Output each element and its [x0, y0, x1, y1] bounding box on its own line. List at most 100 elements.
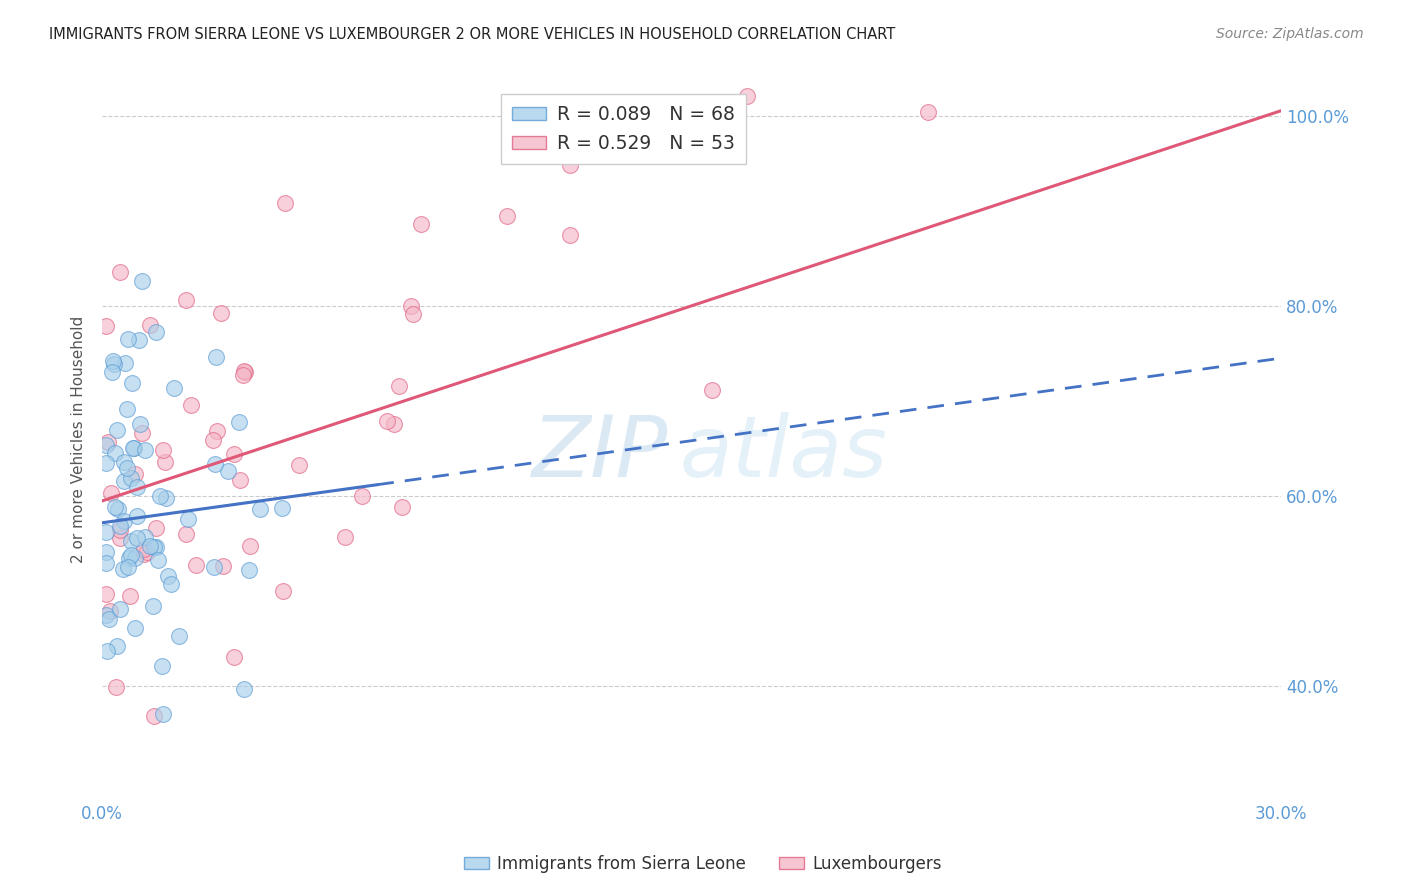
Point	[94, 525, 117, 540]
Point	[155, 491, 177, 505]
Point	[388, 379, 411, 393]
Point	[377, 414, 399, 428]
Point	[402, 307, 425, 321]
Point	[94, 438, 117, 452]
Point	[96, 644, 118, 658]
Point	[112, 455, 135, 469]
Legend: Immigrants from Sierra Leone, Luxembourgers: Immigrants from Sierra Leone, Luxembourg…	[457, 848, 949, 880]
Point	[702, 383, 724, 397]
Point	[211, 559, 233, 574]
Point	[105, 639, 128, 653]
Point	[167, 629, 190, 643]
Point	[135, 545, 157, 559]
Legend: R = 0.089   N = 68, R = 0.529   N = 53: R = 0.089 N = 68, R = 0.529 N = 53	[501, 94, 747, 164]
Point	[117, 461, 139, 475]
Point	[124, 621, 146, 635]
Point	[202, 433, 225, 447]
Point	[94, 319, 117, 334]
Point	[177, 512, 200, 526]
Point	[131, 425, 153, 440]
Point	[143, 540, 166, 554]
Point	[150, 658, 173, 673]
Point	[134, 547, 156, 561]
Point	[100, 365, 122, 379]
Point	[104, 500, 127, 515]
Point	[134, 443, 156, 458]
Point	[97, 611, 120, 625]
Point	[271, 501, 294, 516]
Point	[229, 473, 252, 487]
Point	[127, 508, 149, 523]
Point	[160, 576, 183, 591]
Point	[274, 196, 297, 211]
Point	[118, 550, 141, 565]
Point	[94, 608, 117, 623]
Point	[145, 521, 167, 535]
Point	[117, 401, 139, 416]
Point	[239, 539, 262, 553]
Text: IMMIGRANTS FROM SIERRA LEONE VS LUXEMBOURGER 2 OR MORE VEHICLES IN HOUSEHOLD COR: IMMIGRANTS FROM SIERRA LEONE VS LUXEMBOU…	[49, 27, 896, 42]
Point	[145, 540, 167, 554]
Point	[108, 531, 131, 545]
Point	[98, 604, 121, 618]
Point	[117, 332, 139, 346]
Point	[112, 514, 135, 528]
Point	[145, 326, 167, 340]
Y-axis label: 2 or more Vehicles in Household: 2 or more Vehicles in Household	[72, 316, 86, 563]
Point	[333, 529, 356, 543]
Point	[111, 562, 134, 576]
Point	[149, 489, 172, 503]
Point	[217, 464, 239, 478]
Point	[148, 553, 170, 567]
Point	[138, 539, 160, 553]
Point	[204, 457, 226, 471]
Point	[134, 542, 156, 557]
Point	[107, 423, 129, 437]
Point	[127, 479, 149, 493]
Point	[249, 501, 271, 516]
Point	[94, 556, 117, 570]
Point	[124, 551, 146, 566]
Point	[100, 485, 122, 500]
Point	[399, 299, 422, 313]
Point	[228, 415, 250, 429]
Point	[184, 558, 207, 573]
Text: ZIP: ZIP	[531, 412, 668, 495]
Point	[134, 530, 156, 544]
Point	[222, 650, 245, 665]
Point	[94, 587, 117, 601]
Point	[152, 443, 174, 458]
Point	[288, 458, 311, 472]
Point	[108, 602, 131, 616]
Point	[409, 217, 432, 231]
Point	[131, 274, 153, 288]
Point	[101, 354, 124, 368]
Point	[94, 545, 117, 559]
Point	[122, 442, 145, 456]
Point	[103, 445, 125, 459]
Point	[107, 502, 129, 516]
Point	[128, 333, 150, 347]
Point	[232, 682, 254, 697]
Point	[174, 527, 197, 541]
Point	[233, 364, 256, 378]
Point	[917, 105, 939, 120]
Point	[128, 417, 150, 431]
Point	[204, 350, 226, 364]
Point	[222, 447, 245, 461]
Point	[232, 368, 254, 382]
Point	[121, 376, 143, 390]
Point	[174, 293, 197, 307]
Point	[108, 265, 131, 279]
Point	[97, 435, 120, 450]
Point	[233, 365, 256, 379]
Point	[103, 357, 125, 371]
Point	[496, 209, 519, 223]
Point	[121, 441, 143, 455]
Text: atlas: atlas	[679, 412, 887, 495]
Point	[120, 471, 142, 485]
Point	[156, 568, 179, 582]
Point	[120, 534, 142, 549]
Point	[142, 599, 165, 614]
Point	[558, 158, 581, 172]
